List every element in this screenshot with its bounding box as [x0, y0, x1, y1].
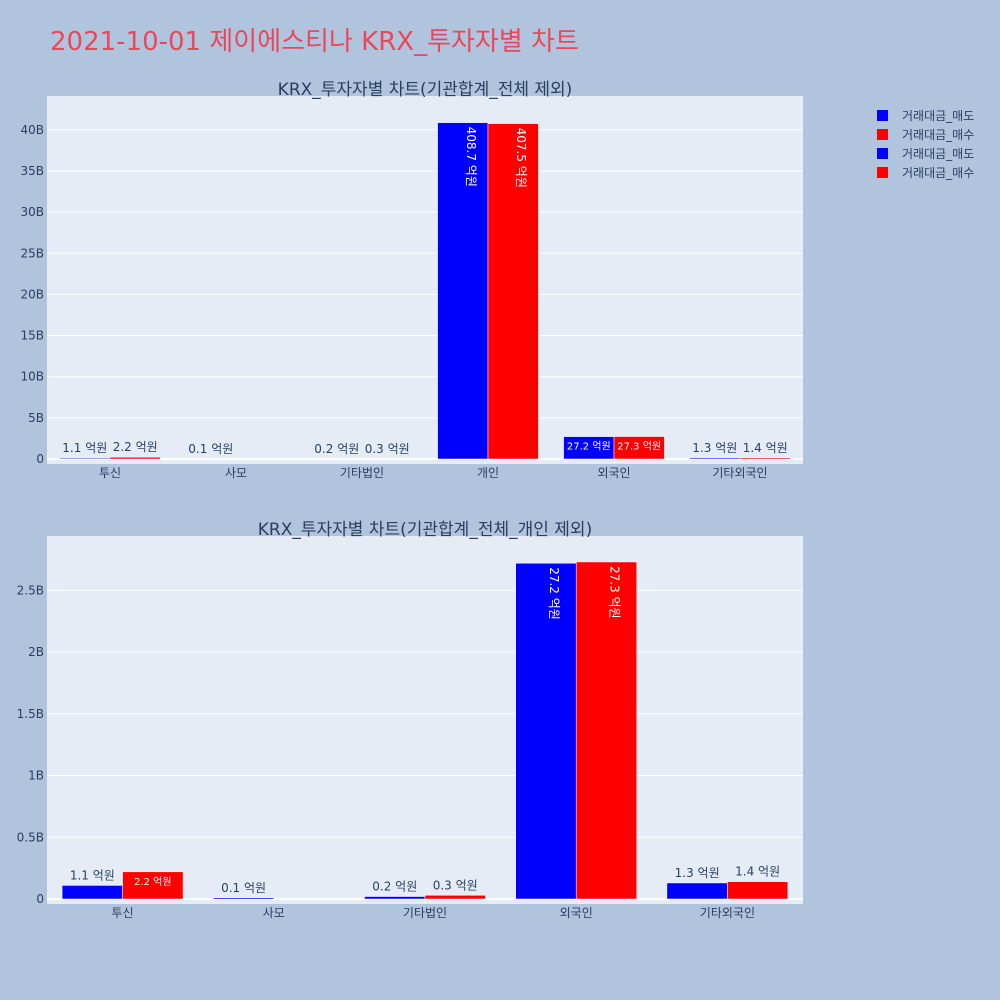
- bar-label: 0.1 억원: [221, 881, 266, 895]
- bar-label: 27.3 억원: [617, 441, 661, 453]
- x-tick-label: 사모: [263, 906, 285, 920]
- bar-label: 2.2 억원: [134, 876, 171, 888]
- bar-label: 1.3 억원: [675, 866, 720, 880]
- bar[interactable]: [109, 456, 161, 460]
- x-tick-label: 투신: [112, 906, 134, 920]
- bar-label: 0.1 억원: [188, 442, 233, 456]
- bar-label: 1.1 억원: [70, 868, 115, 882]
- y-tick-label: 35B: [20, 164, 44, 178]
- bar[interactable]: [727, 881, 789, 900]
- legend-label[interactable]: 거래대금_매수: [902, 166, 974, 180]
- x-tick-label: 기타법인: [340, 466, 384, 480]
- bar[interactable]: [59, 457, 111, 460]
- x-tick-label: 외국인: [560, 906, 593, 920]
- bar-label: 0.2 억원: [372, 880, 417, 894]
- y-tick-label: 10B: [20, 370, 44, 384]
- chart-bottom: KRX_투자자별 차트(기관합계_전체_개인 제외) 0 0.5B 1B 1.5B 2B 2…: [17, 520, 803, 920]
- x-tick-label: 기타법인: [403, 906, 447, 920]
- x-tick-label: 투신: [99, 466, 121, 480]
- bar[interactable]: [61, 885, 123, 900]
- bar-label: 0.3 억원: [433, 878, 478, 892]
- legend-swatch[interactable]: [877, 110, 888, 121]
- legend-label[interactable]: 거래대금_매수: [902, 128, 974, 142]
- bar[interactable]: [689, 457, 741, 460]
- legend-label[interactable]: 거래대금_매도: [902, 109, 974, 123]
- x-tick-label: 외국인: [597, 466, 630, 480]
- bar[interactable]: [122, 871, 184, 900]
- bar[interactable]: [213, 897, 275, 900]
- plot-area: [47, 536, 803, 904]
- bar[interactable]: [666, 882, 728, 900]
- x-tick-label: 사모: [225, 466, 247, 480]
- bar-label: 0.3 억원: [365, 442, 410, 456]
- bar-label: 1.4 억원: [735, 865, 780, 879]
- y-tick-label: 1.5B: [17, 707, 44, 721]
- bar[interactable]: [487, 123, 539, 460]
- bar[interactable]: [613, 436, 665, 460]
- y-tick-label: 0: [36, 452, 44, 466]
- plot-area: [47, 96, 803, 464]
- bar-label: 1.1 억원: [62, 441, 107, 455]
- y-tick-label: 5B: [28, 411, 44, 425]
- bar[interactable]: [515, 562, 577, 900]
- bar[interactable]: [739, 457, 791, 460]
- bar-label: 407.5 억원: [514, 128, 528, 188]
- chart-title: KRX_투자자별 차트(기관합계_전체 제외): [278, 80, 573, 100]
- bar-label: 1.4 억원: [743, 441, 788, 455]
- legend-swatch[interactable]: [877, 129, 888, 140]
- y-tick-label: 0.5B: [17, 830, 44, 844]
- y-tick-label: 30B: [20, 205, 44, 219]
- y-tick-label: 20B: [20, 287, 44, 301]
- y-tick-label: 40B: [20, 123, 44, 137]
- chart-top: KRX_투자자별 차트(기관합계_전체 제외) 0 5B 10B 15B 20B 25B 30…: [20, 80, 803, 480]
- legend-swatch[interactable]: [877, 167, 888, 178]
- bar-label: 408.7 억원: [464, 127, 478, 187]
- bar[interactable]: [437, 122, 489, 460]
- bar[interactable]: [424, 895, 486, 900]
- x-tick-label: 기타외국인: [712, 466, 767, 480]
- legend-swatch[interactable]: [877, 148, 888, 159]
- page-title: 2021-10-01 제이에스티나 KRX_투자자별 차트: [50, 27, 579, 57]
- bar-label: 1.3 억원: [692, 441, 737, 455]
- bar-label: 0.2 억원: [314, 442, 359, 456]
- bar-label: 27.2 억원: [547, 567, 561, 620]
- legend-label[interactable]: 거래대금_매도: [902, 147, 974, 161]
- bar-label: 27.2 억원: [567, 441, 611, 453]
- x-tick-label: 기타외국인: [700, 906, 755, 920]
- y-tick-label: 0: [36, 892, 44, 906]
- y-tick-label: 25B: [20, 246, 44, 260]
- y-tick-label: 2B: [28, 645, 44, 659]
- bar-label: 2.2 억원: [113, 440, 158, 454]
- bar[interactable]: [364, 896, 426, 900]
- bar[interactable]: [575, 561, 637, 900]
- chart-title: KRX_투자자별 차트(기관합계_전체_개인 제외): [258, 520, 592, 540]
- y-tick-label: 15B: [20, 329, 44, 343]
- bar-label: 27.3 억원: [607, 566, 621, 619]
- x-tick-label: 개인: [477, 466, 499, 480]
- y-tick-label: 1B: [28, 769, 44, 783]
- y-tick-label: 2.5B: [17, 583, 44, 597]
